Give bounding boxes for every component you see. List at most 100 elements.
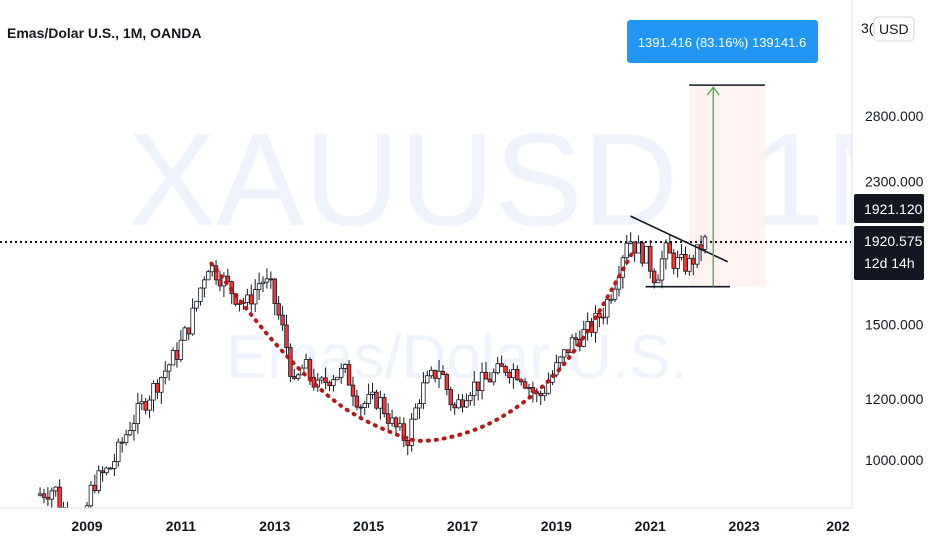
price-scale-top-cut: 3(	[861, 20, 874, 36]
candle-down	[405, 440, 410, 446]
measure-label-box[interactable]	[627, 20, 818, 63]
candle-down	[507, 371, 512, 379]
candle-down	[217, 279, 223, 287]
candle-down	[268, 278, 274, 281]
candle-down	[530, 387, 536, 393]
candle-down	[346, 364, 352, 386]
candle-down	[284, 324, 289, 349]
x-tick-label: 2015	[353, 518, 384, 534]
candle-up	[319, 377, 324, 381]
candle-up	[679, 253, 684, 258]
candle-up	[694, 244, 700, 265]
high-price-tag	[854, 194, 924, 223]
candle-up	[593, 312, 598, 333]
candle-down	[538, 393, 543, 397]
candle-up	[206, 271, 211, 281]
measure-zone[interactable]	[689, 85, 765, 287]
candle-up	[659, 258, 665, 281]
candle-up	[366, 394, 371, 404]
candle-up	[472, 381, 477, 396]
candle-up	[112, 461, 117, 469]
candle-up	[601, 316, 606, 319]
candle-down	[155, 383, 160, 393]
candle-up	[436, 370, 442, 379]
candle-up	[209, 265, 215, 273]
candle-up	[362, 403, 367, 408]
candle-up	[702, 236, 708, 250]
x-axis[interactable]: 2009 2011 2013 2015 2017 2019 2021 2023 202	[71, 518, 849, 534]
candle-up	[546, 382, 551, 394]
candle-down	[41, 493, 47, 498]
candle-up	[299, 367, 305, 376]
candle-down	[671, 252, 676, 269]
currency-label: USD	[879, 21, 909, 37]
candle-up	[342, 364, 348, 369]
candle-down	[393, 417, 399, 428]
candle-up	[608, 298, 614, 301]
candle-up	[202, 279, 207, 289]
candle-down	[691, 258, 696, 265]
candle-down	[120, 441, 125, 444]
candle-up	[636, 242, 641, 254]
watermark-symbol: XAUUSD, 1M	[128, 106, 932, 253]
x-tick-label: 2009	[71, 518, 102, 534]
candle-down	[92, 484, 98, 491]
candle-down	[401, 423, 407, 441]
candle-up	[335, 376, 340, 381]
candle-up	[116, 441, 121, 462]
x-tick-label: 202	[826, 518, 850, 534]
candle-up	[127, 430, 133, 436]
countdown-text: 12d 14h	[864, 255, 915, 271]
candle-down	[573, 337, 579, 340]
candle-up	[163, 370, 168, 378]
candle-up	[413, 407, 418, 420]
candle-up	[397, 423, 403, 428]
candle-down	[651, 270, 657, 284]
x-tick-label: 2023	[729, 518, 760, 534]
candle-up	[456, 399, 461, 409]
candle-up	[194, 300, 199, 309]
candle-up	[644, 246, 649, 264]
candle-up	[88, 484, 94, 507]
watermark-description: Emas/Dolar U.S.	[226, 323, 688, 392]
candle-down	[632, 241, 637, 254]
candle-up	[339, 367, 344, 378]
candle-up	[190, 307, 195, 335]
candle-down	[249, 294, 254, 305]
y-axis[interactable]: 1000.000 1200.000 1500.000 2300.000 2800.000	[865, 108, 924, 468]
candle-up	[675, 257, 680, 269]
candle-up	[256, 283, 262, 290]
candle-up	[49, 490, 54, 500]
candle-down	[292, 376, 297, 379]
candle-up	[479, 371, 485, 391]
candle-up	[135, 403, 141, 425]
candle-up	[409, 418, 414, 446]
candle-up	[605, 298, 610, 318]
candle-up	[245, 294, 250, 303]
candle-down	[444, 374, 450, 390]
last-price-tag	[854, 226, 924, 280]
candle-up	[417, 403, 422, 409]
currency-button[interactable]	[873, 16, 915, 42]
candle-down	[143, 401, 148, 411]
candle-down	[460, 399, 465, 408]
x-tick-label: 2021	[635, 518, 666, 534]
candle-up	[561, 349, 567, 358]
measure-label-text: 1391.416 (83.16%) 139141.6	[638, 35, 806, 50]
chart-title: Emas/Dolar U.S., 1M, OANDA	[7, 25, 202, 41]
candle-down	[100, 470, 105, 474]
candle-up	[421, 382, 426, 405]
candle-up	[542, 392, 547, 397]
candle-down	[487, 378, 493, 383]
candle-down	[57, 486, 62, 508]
y-tick-label: 2800.000	[865, 108, 924, 124]
candle-down	[432, 369, 438, 379]
y-tick-label: 2300.000	[865, 174, 924, 190]
candle-up	[252, 289, 258, 305]
y-tick-label: 1200.000	[865, 391, 924, 407]
candle-down	[648, 246, 653, 272]
candle-down	[667, 242, 673, 254]
candle-up	[468, 395, 473, 402]
candle-up	[264, 278, 270, 283]
